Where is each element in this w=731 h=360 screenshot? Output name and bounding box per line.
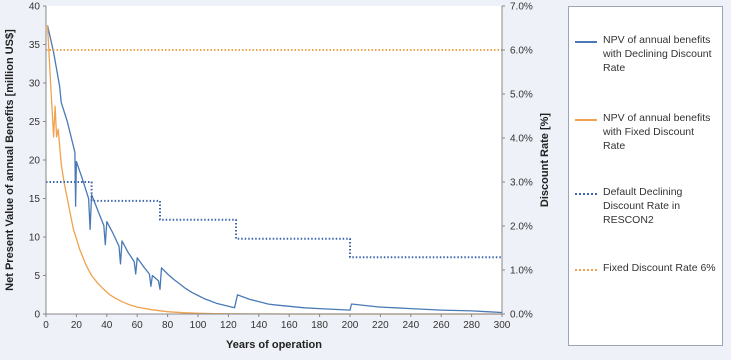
y-tick-label: 15 [29,194,41,205]
x-tick-label: 40 [101,320,113,331]
y-tick-label: 40 [29,2,41,13]
y2-tick-label: 0.0% [510,310,533,321]
x-axis-title: Years of operation [226,339,322,351]
x-tick-label: 160 [281,320,298,331]
y-axis-title: Net Present Value of annual Benefits [mi… [4,29,16,291]
plot-area [46,6,502,314]
y2-tick-label: 6.0% [510,46,533,57]
legend-label-fixed-rate: Fixed Discount Rate 6% [603,262,716,274]
y-tick-label: 0 [34,310,40,321]
x-tick-label: 240 [402,320,419,331]
legend-swatch-fixed-rate [575,269,597,271]
x-tick-label: 20 [71,320,83,331]
series-default-rate-line [46,181,502,259]
x-tick-label: 100 [190,320,207,331]
chart-svg: 0 20 40 60 80 100 120 140 160 180 200 220 240 260 280 3… [4,2,551,352]
legend-label-fixed-npv: NPV of annual benefits with Fixed Discou… [603,112,711,152]
x-tick-label: 120 [220,320,237,331]
x-tick-label: 180 [311,320,328,331]
x-tick-label: 220 [372,320,389,331]
x-tick-label: 280 [463,320,480,331]
y-tick-label: 25 [29,117,41,128]
x-tick-label: 80 [162,320,174,331]
x-tick-label: 140 [250,320,267,331]
y-tick-label: 5 [34,271,40,282]
x-tick-label: 300 [494,320,511,331]
y2-tick-label: 1.0% [510,266,533,277]
y-tick-label: 10 [29,233,41,244]
y-tick-label: 20 [29,156,41,167]
y-tick-label: 35 [29,40,41,51]
x-tick-label: 200 [342,320,359,331]
y2-tick-label: 4.0% [510,134,533,145]
legend-swatch-default-rate [575,193,597,195]
legend-swatch-declining-npv [575,41,597,43]
y2-axis-title: Discount Rate [%] [539,113,551,207]
legend: NPV of annual benefits with Declining Di… [568,6,723,346]
y2-tick-label: 5.0% [510,90,533,101]
y2-tick-label: 7.0% [510,2,533,13]
legend-label-declining-npv: NPV of annual benefits with Declining Di… [603,34,712,74]
x-tick-label: 0 [43,320,49,331]
x-tick-label: 260 [433,320,450,331]
legend-swatch-fixed-npv [575,119,597,121]
y2-tick-label: 2.0% [510,222,533,233]
y-tick-label: 30 [29,79,41,90]
x-tick-label: 60 [132,320,144,331]
y2-tick-label: 3.0% [510,178,533,189]
legend-label-default-rate: Default Declining Discount Rate in RESCO… [603,186,683,226]
